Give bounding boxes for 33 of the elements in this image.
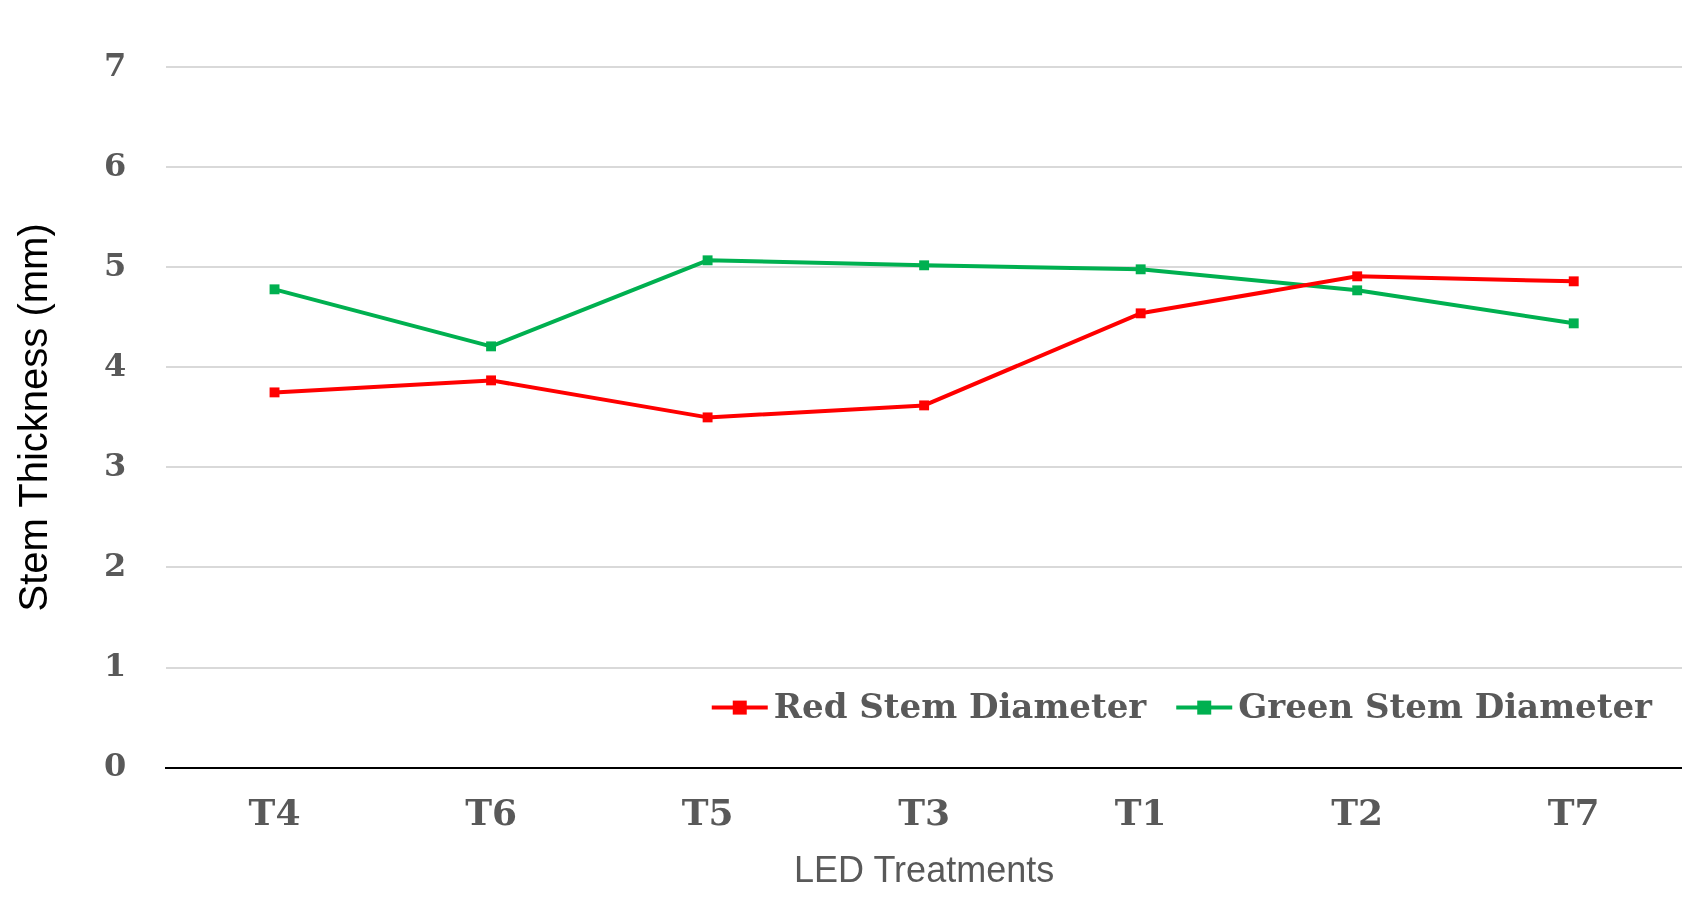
- x-tick-label: T5: [681, 790, 734, 833]
- y-tick-label: 6: [104, 145, 127, 184]
- point: [702, 412, 713, 423]
- y-tick-label: 1: [104, 645, 127, 684]
- y-tick-label: 5: [104, 245, 127, 284]
- x-axis-title: LED Treatments: [794, 849, 1055, 891]
- point: [1352, 271, 1363, 282]
- y-tick-label: 0: [104, 745, 127, 784]
- y-axis-title: Stem Thickness (mm): [11, 223, 56, 612]
- point: [1135, 308, 1146, 319]
- point: [1135, 264, 1146, 275]
- point: [486, 375, 497, 386]
- x-tick-label: T4: [248, 790, 301, 833]
- y-tick-label: 3: [104, 445, 127, 484]
- x-tick-label: T7: [1547, 790, 1600, 833]
- point: [486, 341, 497, 352]
- x-tick-label: T2: [1331, 790, 1384, 833]
- x-tick-label: T1: [1114, 790, 1167, 833]
- point: [269, 284, 280, 295]
- point: [1352, 285, 1363, 296]
- y-tick-label: 7: [104, 45, 127, 84]
- legend-label: Red Stem Diameter: [773, 686, 1148, 727]
- point: [919, 400, 930, 411]
- legend-label: Green Stem Diameter: [1238, 686, 1654, 727]
- point: [702, 255, 713, 266]
- point: [1568, 276, 1579, 287]
- y-tick-label: 2: [104, 545, 127, 584]
- point: [919, 260, 930, 271]
- x-tick-label: T3: [898, 790, 951, 833]
- x-tick-label: T6: [465, 790, 517, 833]
- point: [1568, 318, 1579, 329]
- y-tick-label: 4: [104, 345, 127, 384]
- point: [269, 387, 280, 398]
